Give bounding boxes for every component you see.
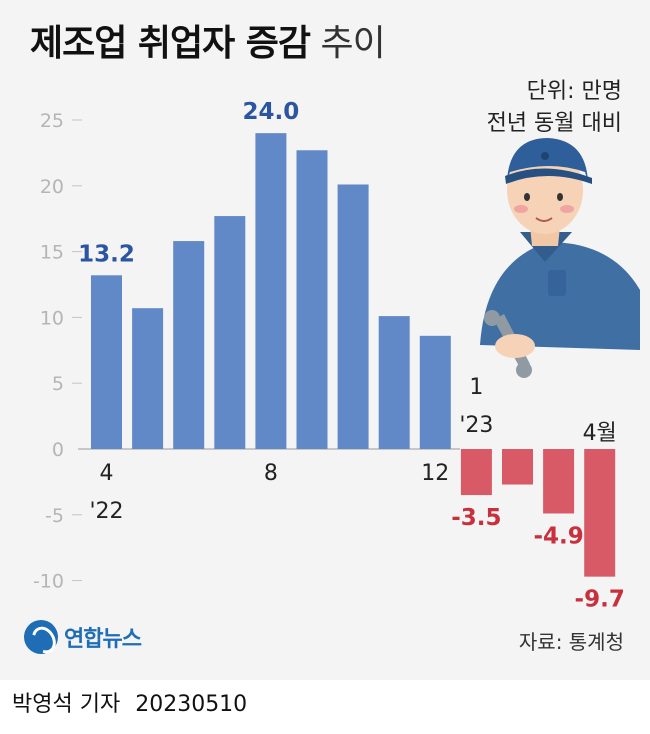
unit-note: 단위: 만명 전년 동월 대비: [487, 76, 622, 140]
data-label: -3.5: [451, 505, 501, 531]
y-tick-label: -10: [33, 571, 64, 593]
x-tick-label: 4월: [583, 421, 617, 446]
x-tick-label: 12: [421, 461, 449, 486]
x-tick-label: '22: [89, 499, 123, 524]
bar: [255, 133, 287, 449]
agency-logo: 연합뉴스: [24, 620, 142, 654]
yonhap-logo-icon: [24, 620, 58, 654]
bar: [173, 241, 205, 449]
data-label: -4.9: [533, 523, 583, 549]
y-tick-label: 0: [52, 439, 64, 461]
unit-line-1: 단위: 만명: [526, 79, 622, 104]
infographic-card: 제조업 취업자 증감 추이 단위: 만명 전년 동월 대비 -10 -5 0: [0, 0, 650, 680]
bar: [584, 449, 616, 577]
y-tick-label: 25: [40, 110, 64, 132]
bar: [337, 184, 369, 449]
y-tick-label: 10: [40, 307, 64, 329]
y-tick-label: 20: [40, 176, 64, 198]
bar: [378, 316, 410, 449]
bar: [460, 449, 492, 496]
title-suffix: 추이: [320, 23, 385, 64]
y-tick-label: 5: [52, 373, 64, 395]
bar: [419, 335, 451, 449]
unit-line-2: 전년 동월 대비: [486, 111, 622, 136]
worker-illustration-icon: [480, 138, 640, 378]
byline: 박영석 기자 20230510: [12, 686, 247, 718]
source-note: 자료: 통계청: [518, 630, 624, 654]
bar: [214, 216, 246, 449]
bar: [91, 275, 122, 449]
bar: [296, 150, 328, 449]
agency-name: 연합뉴스: [64, 627, 142, 652]
x-tick-label: 1: [469, 375, 483, 400]
bar-chart: -10 -5 0 5 10 15 20 25 4 '22 8 12 1 '23 4월 13.2 24.0 -3.…: [33, 99, 640, 613]
chart-title: 제조업 취업자 증감 추이: [30, 14, 386, 66]
bar: [543, 449, 575, 514]
data-label: -9.7: [575, 587, 625, 613]
data-label: 24.0: [243, 99, 300, 125]
x-tick-label: 8: [264, 461, 278, 486]
bar: [502, 449, 533, 485]
x-tick-label: 4: [100, 461, 114, 486]
bar: [132, 308, 164, 449]
reporter-name: 박영석 기자: [12, 692, 121, 717]
y-tick-label: -5: [45, 505, 64, 527]
x-tick-label: '23: [459, 413, 493, 438]
y-tick-label: 15: [40, 242, 64, 264]
data-label: 13.2: [78, 241, 135, 267]
publish-date: 20230510: [135, 692, 248, 717]
title-main: 제조업 취업자 증감: [30, 23, 311, 64]
footer-bar: [0, 680, 650, 734]
